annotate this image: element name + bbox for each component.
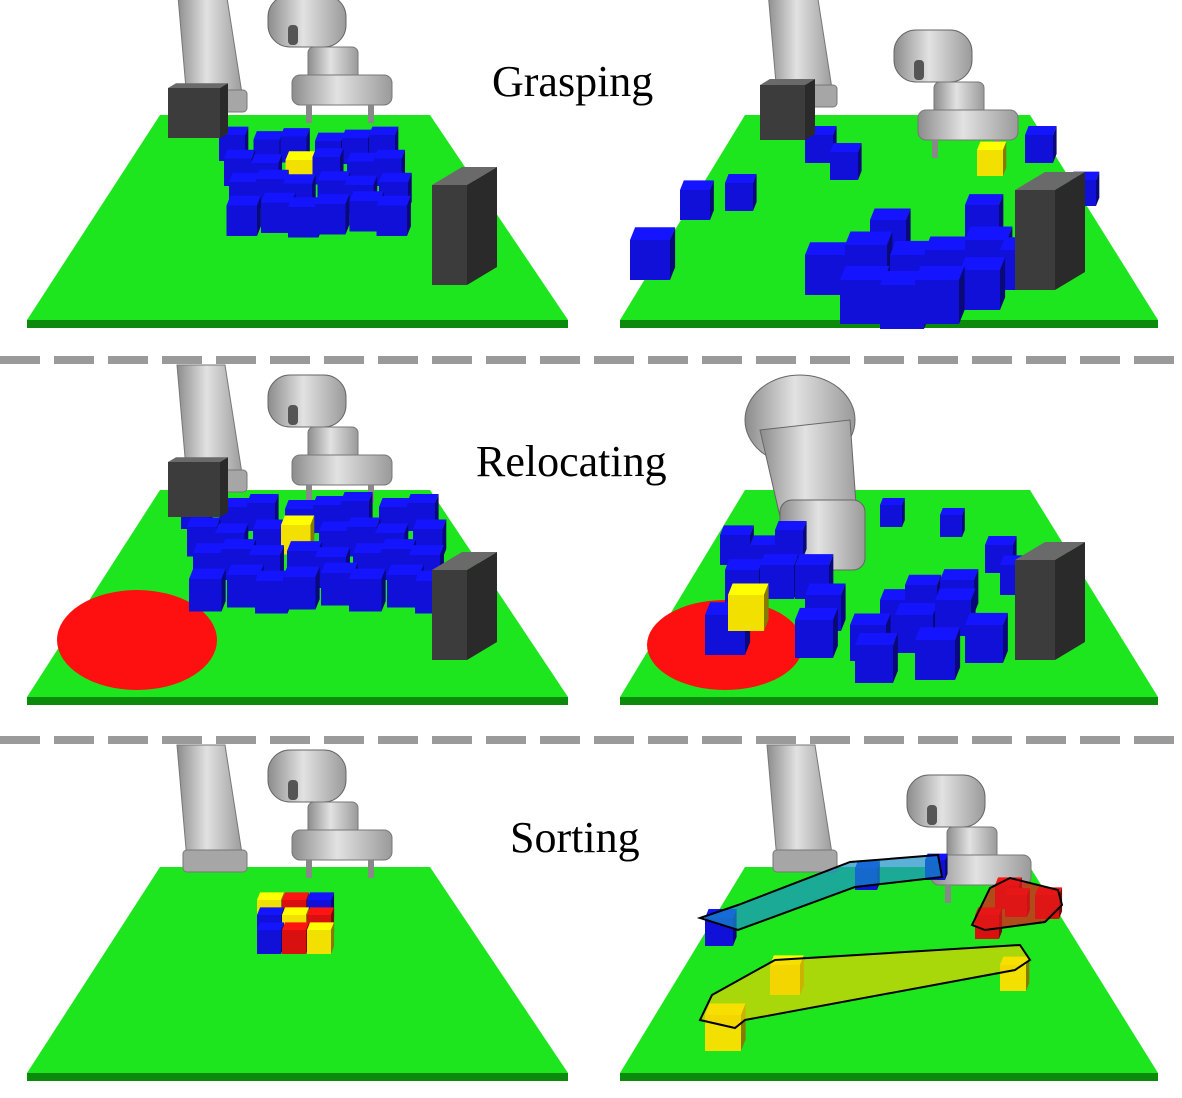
block xyxy=(880,497,905,527)
block xyxy=(1025,126,1057,163)
robot-arm-icon xyxy=(176,364,393,503)
block xyxy=(805,242,851,295)
gripper-icon xyxy=(267,374,393,503)
obstacle-box xyxy=(432,552,497,660)
table-edge xyxy=(27,320,568,328)
yellow-group-region xyxy=(698,943,1032,1030)
block xyxy=(680,180,714,220)
robot-arm-icon xyxy=(176,744,393,878)
table-edge xyxy=(27,1073,568,1081)
block xyxy=(915,627,961,680)
task-label-sorting: Sorting xyxy=(510,813,640,862)
robot-arm-icon xyxy=(768,0,1019,158)
task-label-relocating: Relocating xyxy=(476,437,667,486)
obstacle-box xyxy=(760,79,815,140)
obstacle-box xyxy=(168,83,228,138)
target-block xyxy=(728,583,769,631)
block xyxy=(189,568,226,612)
block xyxy=(915,265,965,324)
block xyxy=(965,612,1008,663)
block xyxy=(226,195,261,236)
block xyxy=(257,922,285,954)
block xyxy=(775,521,807,558)
block xyxy=(376,195,411,236)
obstacle-box xyxy=(432,167,497,285)
block xyxy=(349,568,386,612)
block xyxy=(720,525,754,565)
red-group-region xyxy=(970,876,1064,932)
block xyxy=(940,507,965,537)
block xyxy=(387,564,424,608)
gripper-icon xyxy=(893,29,1019,158)
table-top xyxy=(27,867,568,1073)
block xyxy=(725,174,757,211)
block xyxy=(315,194,350,235)
target-zone xyxy=(57,590,217,690)
gripper-icon xyxy=(267,0,393,123)
gripper-icon xyxy=(267,749,393,878)
table-edge xyxy=(620,697,1158,705)
block xyxy=(960,257,1006,310)
obstacle-box xyxy=(1015,542,1085,660)
blue-group-region xyxy=(696,853,944,932)
block xyxy=(282,922,310,954)
block xyxy=(830,143,862,180)
task-label-grasping: Grasping xyxy=(492,57,654,106)
target-block xyxy=(977,141,1007,176)
block xyxy=(283,566,320,610)
table-edge xyxy=(27,697,568,705)
obstacle-box xyxy=(1015,172,1085,290)
table-edge xyxy=(620,1073,1158,1081)
block xyxy=(795,607,838,658)
obstacle-box xyxy=(168,457,228,517)
block xyxy=(630,227,676,280)
block xyxy=(855,632,898,683)
block xyxy=(307,922,335,954)
